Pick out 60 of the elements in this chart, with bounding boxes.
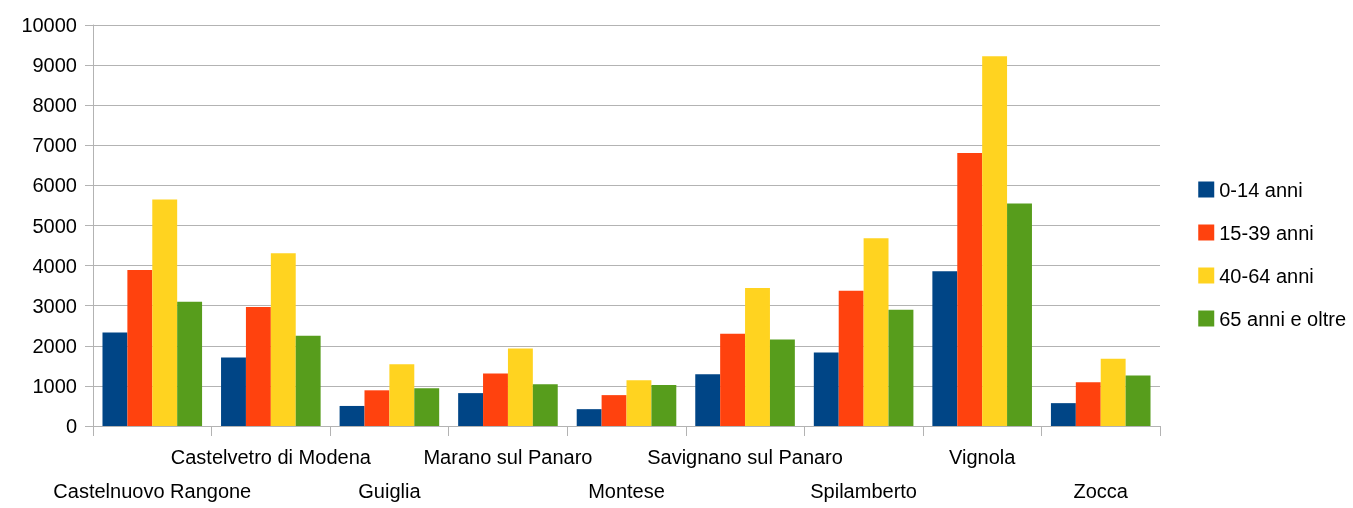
bar (507, 348, 533, 426)
legend-label: 40-64 anni (1219, 264, 1314, 287)
bar (245, 306, 271, 426)
bar (270, 253, 296, 426)
y-tick-label: 3000 (32, 294, 77, 317)
x-tick-label: Spilamberto (810, 480, 917, 502)
bar (127, 270, 153, 426)
bar (339, 405, 365, 426)
y-tick-label: 0 (65, 415, 77, 437)
bar (221, 357, 246, 426)
bar (1100, 358, 1126, 426)
y-tick-label: 4000 (32, 254, 77, 277)
bar (769, 339, 795, 426)
bar (932, 271, 958, 426)
bar (695, 374, 721, 426)
bar (1125, 375, 1151, 426)
bar (957, 152, 983, 426)
bar (838, 290, 864, 426)
bar (601, 395, 627, 426)
bar (177, 301, 203, 426)
bar (483, 373, 508, 426)
bar (152, 199, 178, 426)
bar (532, 384, 558, 426)
bar (863, 238, 889, 426)
bar (720, 333, 746, 426)
bar (458, 393, 484, 426)
bar (389, 364, 415, 426)
bar (414, 388, 440, 426)
bar (102, 332, 128, 426)
y-tick-label: 2000 (32, 334, 77, 357)
bar (576, 409, 602, 426)
y-tick-label: 6000 (32, 174, 77, 197)
legend-label: 65 anni e oltre (1219, 307, 1347, 330)
y-tick-label: 5000 (32, 214, 77, 237)
x-tick-label: Savignano sul Panaro (647, 446, 843, 468)
y-tick-label: 10000 (21, 14, 77, 36)
bar (1050, 403, 1076, 426)
y-tick-label: 1000 (32, 374, 77, 397)
bar (295, 335, 321, 426)
x-tick-label: Vignola (948, 446, 1017, 468)
legend-label: 0-14 anni (1219, 178, 1303, 201)
bar (888, 309, 914, 426)
y-tick-label: 8000 (32, 94, 77, 117)
bar (651, 385, 677, 426)
bar (1075, 382, 1101, 426)
bar (364, 390, 390, 426)
x-tick-label: Castelnuovo Rangone (53, 480, 252, 502)
y-tick-label: 7000 (32, 134, 77, 157)
legend-label: 15-39 anni (1219, 221, 1314, 244)
x-tick-label: Marano sul Panaro (423, 446, 593, 468)
x-tick-label: Montese (588, 480, 665, 502)
bar (626, 380, 652, 426)
x-tick-label: Zocca (1073, 480, 1129, 502)
bar (813, 352, 839, 426)
x-tick-label: Castelvetro di Modena (170, 446, 372, 468)
y-tick-label: 9000 (32, 54, 77, 77)
bar (1007, 203, 1032, 426)
x-tick-label: Guiglia (358, 480, 422, 502)
bar (745, 288, 770, 426)
bar (982, 56, 1008, 426)
